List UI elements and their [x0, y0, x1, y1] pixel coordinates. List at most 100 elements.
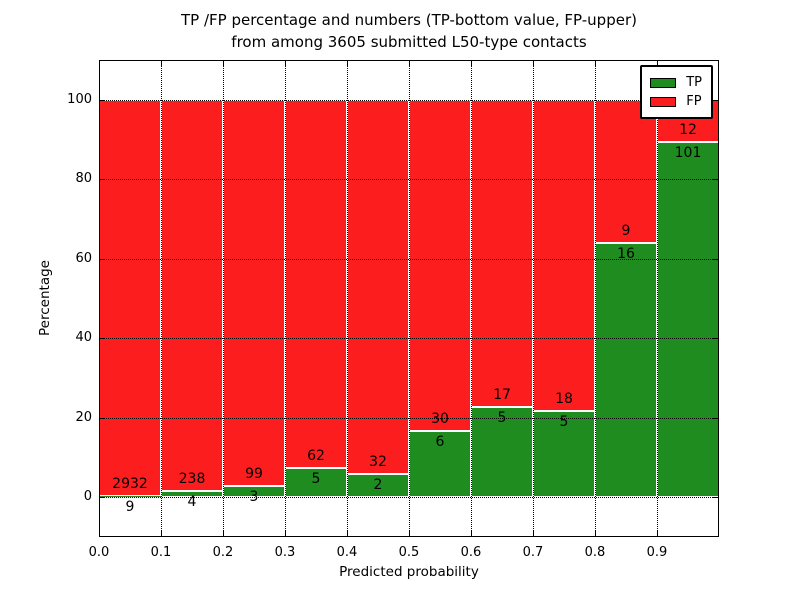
tp-count-label: 2: [373, 476, 383, 493]
y-tick-mark-right: [713, 179, 718, 181]
vertical-gridline: [409, 60, 410, 537]
y-tick-mark-right: [713, 497, 718, 499]
tp-count-label: 3: [249, 488, 259, 505]
tp-bar-segment: [285, 467, 347, 498]
y-tick-label: 40: [75, 330, 92, 346]
horizontal-gridline: [99, 99, 719, 101]
legend-swatch-tp: [650, 77, 677, 88]
x-tick-mark-top: [471, 61, 472, 66]
x-tick-label: 0.5: [398, 545, 420, 560]
tp-bar-segment: [409, 431, 471, 498]
bar-labels-layer: 2932 9 238 4 99 3 62 5 32 2 30 6 17 5 18 5 9 16 12 101: [99, 60, 719, 537]
tp-bar-segment: [533, 410, 595, 498]
y-axis-label: Percentage: [37, 260, 53, 336]
vertical-gridline: [223, 60, 224, 537]
fp-bar-segment: [285, 99, 347, 468]
fp-count-label: 99: [245, 465, 263, 482]
tp-count-label: 5: [497, 409, 507, 426]
legend-swatch-fp: [650, 96, 677, 107]
y-tick-mark: [100, 258, 105, 260]
y-tick-mark: [100, 338, 105, 340]
tp-bar-segment: [595, 242, 657, 498]
x-tick-mark-top: [533, 61, 534, 66]
y-tick-mark: [100, 417, 105, 419]
vertical-gridline: [285, 60, 286, 537]
tp-bar-segment: [471, 406, 533, 498]
y-tick-label: 80: [75, 171, 92, 187]
horizontal-gridline: [99, 497, 719, 499]
y-tick-mark: [100, 179, 105, 181]
legend-label-fp: FP: [686, 94, 702, 109]
fp-bar-segment: [471, 99, 533, 407]
tp-count-label: 5: [559, 413, 569, 430]
vertical-gridline: [533, 60, 534, 537]
tp-count-label: 101: [674, 144, 702, 161]
x-tick-label: 0.7: [522, 545, 544, 560]
x-tick-label: 0.1: [150, 545, 172, 560]
tickmark-layer: [99, 60, 719, 537]
fp-count-label: 9: [621, 222, 631, 239]
vertical-gridline: [657, 60, 658, 537]
fp-bar-segment: [347, 99, 409, 474]
bars-layer: [99, 60, 719, 537]
fp-count-label: 17: [493, 386, 511, 403]
chart-title-line1: TP /FP percentage and numbers (TP-bottom…: [181, 11, 637, 29]
x-tick-mark: [471, 531, 472, 536]
x-tick-mark-top: [347, 61, 348, 66]
x-tick-label: 0.3: [274, 545, 296, 560]
chart-title: TP /FP percentage and numbers (TP-bottom…: [99, 9, 719, 53]
legend-label-tp: TP: [686, 75, 702, 90]
vertical-gridline: [471, 60, 472, 537]
x-tick-label: 0.4: [336, 545, 358, 560]
plot-area: 2932 9 238 4 99 3 62 5 32 2 30 6 17 5 18 5 9 16 12 101 TP F…: [99, 60, 719, 537]
x-tick-mark: [657, 531, 658, 536]
horizontal-gridline: [99, 258, 719, 260]
fp-bar-segment: [533, 99, 595, 411]
chart-title-line2: from among 3605 submitted L50-type conta…: [231, 33, 587, 51]
x-tick-mark: [161, 531, 162, 536]
y-tick-mark-right: [713, 258, 718, 260]
y-tick-label: 100: [67, 91, 92, 107]
y-tick-label: 0: [83, 489, 92, 505]
fp-bar-segment: [409, 99, 471, 431]
x-tick-mark: [223, 531, 224, 536]
fp-bar-segment: [595, 99, 657, 243]
legend: TP FP: [640, 65, 713, 119]
x-tick-label: 0.0: [88, 545, 110, 560]
tp-count-label: 16: [617, 245, 635, 262]
x-tick-mark-top: [285, 61, 286, 66]
x-tick-mark-top: [595, 61, 596, 66]
x-tick-label: 0.6: [460, 545, 482, 560]
y-tick-mark-right: [713, 99, 718, 101]
x-tick-mark: [595, 531, 596, 536]
x-tick-mark: [347, 531, 348, 536]
fp-count-label: 32: [369, 453, 387, 470]
fp-count-label: 62: [307, 447, 325, 464]
y-tick-mark: [100, 99, 105, 101]
tp-count-label: 9: [125, 499, 135, 516]
horizontal-gridline: [99, 417, 719, 419]
tp-bar-segment: [99, 496, 161, 498]
x-tick-mark-top: [223, 61, 224, 66]
fp-count-label: 30: [431, 411, 449, 427]
y-tick-mark-right: [713, 417, 718, 419]
grid-layer: [99, 60, 719, 537]
tp-count-label: 5: [311, 470, 321, 487]
tp-count-label: 6: [435, 434, 445, 450]
x-tick-label: 0.8: [584, 545, 606, 560]
y-tick-label: 60: [75, 250, 92, 266]
x-tick-label: 0.9: [646, 545, 668, 560]
y-tick-label: 20: [75, 409, 92, 425]
fp-count-label: 238: [178, 470, 206, 487]
x-tick-mark: [533, 531, 534, 536]
legend-entry-fp: FP: [650, 93, 702, 110]
x-axis-label: Predicted probability: [339, 564, 479, 580]
y-tick-mark: [100, 497, 105, 499]
x-tick-label: 0.2: [212, 545, 234, 560]
vertical-gridline: [347, 60, 348, 537]
tp-count-label: 4: [187, 493, 197, 510]
x-tick-mark-top: [409, 61, 410, 66]
fp-count-label: 12: [679, 121, 697, 138]
x-tick-mark-top: [657, 61, 658, 66]
